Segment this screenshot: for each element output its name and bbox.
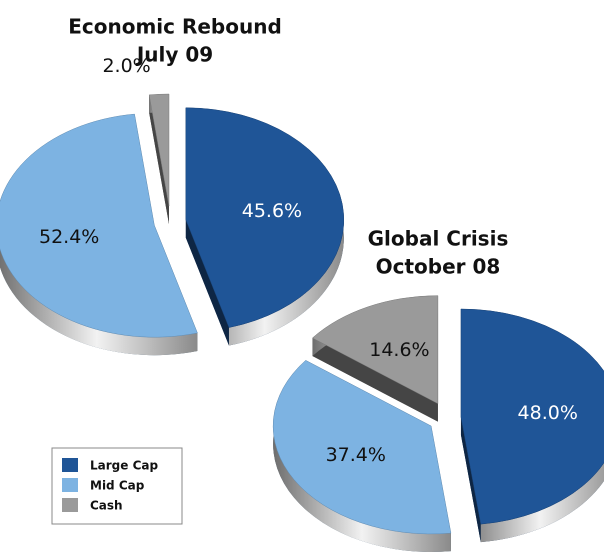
slice xyxy=(460,308,604,525)
legend-swatch xyxy=(62,458,78,472)
slice xyxy=(185,107,345,328)
slice-face xyxy=(185,219,229,346)
slice xyxy=(148,93,170,207)
chart-title: Global Crisis xyxy=(368,227,509,251)
slice-face xyxy=(149,94,169,225)
legend-swatch xyxy=(62,478,78,492)
chart-title: October 08 xyxy=(376,255,501,279)
legend-label: Large Cap xyxy=(90,459,158,473)
chart-title: July 09 xyxy=(135,43,213,67)
value-label: 2.0% xyxy=(102,55,150,77)
value-label: 52.4% xyxy=(39,226,99,248)
chart-title: Economic Rebound xyxy=(68,15,282,39)
slice-side xyxy=(273,360,451,552)
slice xyxy=(272,360,452,535)
value-label: 37.4% xyxy=(326,444,386,466)
value-label: 45.6% xyxy=(242,200,302,222)
value-label: 14.6% xyxy=(369,339,429,361)
legend-label: Cash xyxy=(90,499,123,513)
legend-swatch xyxy=(62,498,78,512)
slice-face xyxy=(312,337,438,422)
slice xyxy=(312,295,439,405)
value-label: 48.0% xyxy=(518,402,578,424)
legend-label: Mid Cap xyxy=(90,479,145,493)
slice xyxy=(0,113,198,338)
slice-face xyxy=(460,416,481,543)
